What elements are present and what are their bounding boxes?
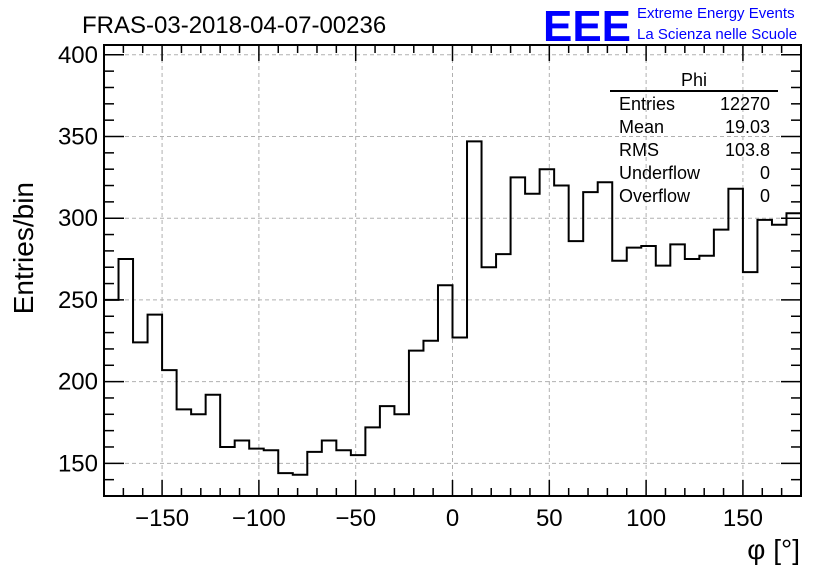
histogram-bin <box>743 272 758 496</box>
x-tick-label: −50 <box>335 505 376 532</box>
histogram-bin <box>583 192 598 496</box>
histogram-bin <box>525 194 540 496</box>
y-axis-title: Entries/bin <box>8 182 39 314</box>
grid-lines <box>104 45 801 496</box>
logo-line-1: Extreme Energy Events <box>637 5 795 22</box>
histogram-bin <box>670 244 685 496</box>
histogram-bin <box>409 351 424 496</box>
stats-value-rms: 103.8 <box>725 140 770 160</box>
logo-letters: EEE <box>543 2 631 51</box>
histogram-bin <box>380 406 395 496</box>
histogram-bin <box>786 213 801 496</box>
eee-logo: EEE Extreme Energy Events La Scienza nel… <box>543 2 797 51</box>
histogram-bin <box>293 475 308 496</box>
histogram-bin <box>612 261 627 496</box>
x-tick-label: 100 <box>626 505 666 532</box>
histogram-bin <box>235 440 250 496</box>
y-tick-label: 200 <box>58 369 98 396</box>
logo-line-2: La Scienza nelle Scuole <box>637 26 797 43</box>
stats-label-entries: Entries <box>619 94 675 114</box>
histogram-bin <box>423 341 438 496</box>
histogram-bin <box>249 449 264 496</box>
histogram-bin <box>757 220 772 496</box>
x-tick-label: −100 <box>232 505 286 532</box>
x-tick-label: 0 <box>446 505 459 532</box>
histogram-bin <box>351 455 366 496</box>
histogram-bin <box>554 186 569 496</box>
axis-ticks <box>103 45 802 497</box>
stats-value-entries: 12270 <box>720 94 770 114</box>
stats-title: Phi <box>681 70 707 90</box>
histogram-bin <box>177 409 192 496</box>
histogram-bin <box>496 254 511 496</box>
chart-title: FRAS-03-2018-04-07-00236 <box>82 12 386 39</box>
histogram-outline <box>104 140 802 476</box>
stats-label-overflow: Overflow <box>619 186 691 206</box>
x-tick-label: 50 <box>536 505 563 532</box>
histogram-bin <box>728 189 743 496</box>
histogram-bin <box>278 473 293 496</box>
stats-box: Phi Entries 12270 Mean 19.03 RMS 103.8 U… <box>610 70 778 206</box>
histogram-bin <box>394 414 409 496</box>
stats-value-overflow: 0 <box>760 186 770 206</box>
stats-value-mean: 19.03 <box>725 117 770 137</box>
histogram-bin <box>206 395 221 496</box>
histogram-bin <box>685 259 700 496</box>
x-tick-label: −150 <box>135 505 189 532</box>
histogram-bin <box>511 177 526 496</box>
histogram-series <box>104 140 802 496</box>
stats-label-mean: Mean <box>619 117 664 137</box>
stats-value-underflow: 0 <box>760 163 770 183</box>
histogram-bin <box>569 241 584 496</box>
y-tick-label: 350 <box>58 124 98 151</box>
histogram-bin <box>133 342 148 496</box>
tick-labels: −150 −100 −50 0 50 100 150 150 200 250 300 350 400 <box>58 42 763 532</box>
histogram-bin <box>772 225 787 496</box>
histogram-bin <box>148 315 163 496</box>
histogram-bin <box>307 452 322 496</box>
x-tick-label: 150 <box>723 505 763 532</box>
histogram-bin <box>467 141 482 496</box>
histogram-bin <box>438 285 453 496</box>
histogram-bin <box>191 414 206 496</box>
histogram-bin <box>453 337 468 496</box>
histogram-bin <box>598 182 613 496</box>
histogram-bin <box>714 230 729 496</box>
histogram-bin <box>365 427 380 496</box>
y-tick-label: 250 <box>58 287 98 314</box>
histogram-bin <box>322 440 337 496</box>
histogram-bin <box>627 248 642 496</box>
histogram-bin <box>119 259 134 496</box>
histogram-bin <box>699 256 714 496</box>
histogram-bin <box>220 447 235 496</box>
histogram-bin <box>264 450 279 496</box>
histogram-bin <box>162 370 177 496</box>
y-tick-label: 300 <box>58 205 98 232</box>
stats-label-underflow: Underflow <box>619 163 701 183</box>
y-tick-label: 150 <box>58 450 98 477</box>
y-tick-label: 400 <box>58 42 98 69</box>
histogram-bin <box>336 450 351 496</box>
stats-label-rms: RMS <box>619 140 659 160</box>
x-axis-title: φ [°] <box>747 534 800 565</box>
histogram-bin <box>641 246 656 496</box>
